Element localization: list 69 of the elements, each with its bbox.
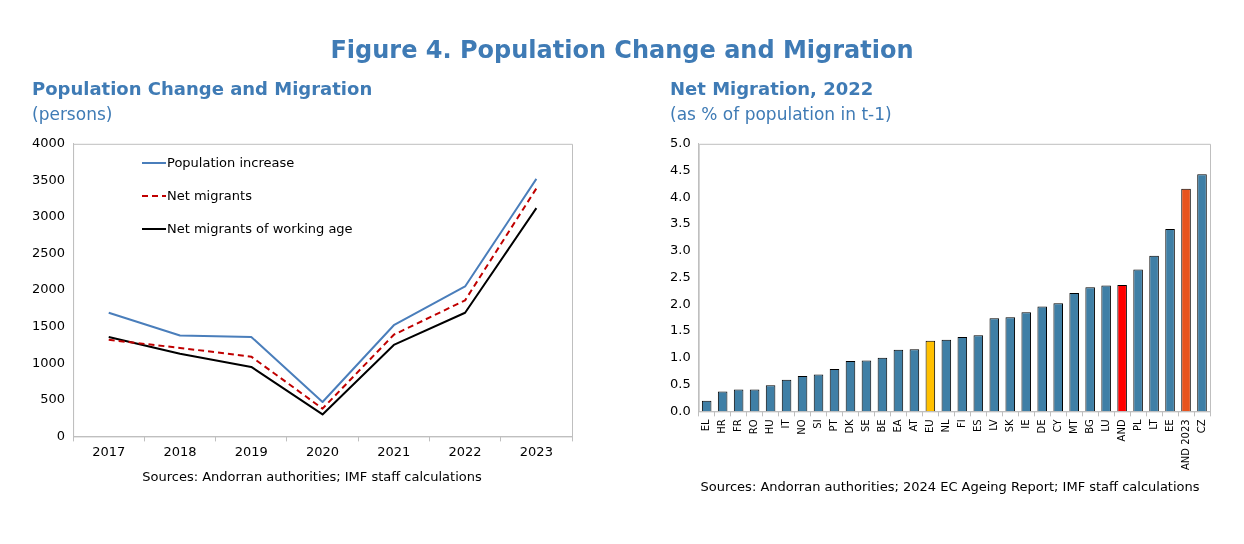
- x-tick-label: DK: [844, 418, 856, 434]
- y-tick-label: 1500: [31, 318, 66, 334]
- chart-subtitle: (as % of population in t-1): [670, 104, 893, 126]
- x-tick-label: 2020: [306, 443, 340, 459]
- x-tick-label: SE: [860, 419, 872, 433]
- y-tick-label: 2500: [31, 244, 66, 260]
- x-tick-label: EA: [892, 419, 903, 433]
- y-tick-label: 4.0: [669, 188, 691, 204]
- x-tick-label: 2017: [92, 443, 126, 459]
- x-tick-label: NL: [939, 418, 951, 433]
- x-tick-label: EE: [1163, 419, 1175, 432]
- x-tick-label: 2018: [163, 443, 197, 459]
- y-tick-label: 2.0: [669, 295, 691, 311]
- x-tick-label: AND: [1115, 419, 1127, 442]
- x-tick-label: SI: [812, 419, 824, 429]
- x-tick-label: IE: [1019, 419, 1031, 429]
- y-tick-label: 2000: [31, 281, 66, 297]
- x-tick-label: 2019: [234, 443, 268, 459]
- x-tick-label: IT: [780, 418, 792, 429]
- y-tick-label: 3.5: [669, 215, 691, 231]
- x-tick-label: BG: [1083, 419, 1095, 434]
- x-tick-label: EU: [923, 419, 935, 433]
- x-tick-label: CZ: [1195, 419, 1207, 434]
- y-tick-label: 0.5: [669, 375, 691, 391]
- x-tick-label: AT: [907, 418, 919, 432]
- legend-label: Population increase: [167, 155, 295, 170]
- x-tick-label: RO: [748, 419, 760, 435]
- x-tick-label: HU: [764, 419, 776, 435]
- y-tick-label: 3.0: [669, 242, 691, 258]
- y-tick-label: 1.5: [669, 322, 691, 338]
- x-tick-label: 2023: [519, 443, 553, 459]
- y-tick-label: 1.0: [669, 349, 691, 365]
- x-tick-label: DE: [1035, 419, 1047, 434]
- y-tick-label: 5.0: [669, 135, 691, 151]
- x-tick-label: ES: [971, 419, 983, 433]
- legend-label: Net migrants of working age: [167, 221, 353, 236]
- y-tick-label: 1000: [31, 354, 66, 370]
- x-tick-label: LV: [987, 419, 999, 431]
- x-tick-label: MT: [1067, 418, 1079, 435]
- y-tick-label: 500: [40, 391, 66, 407]
- x-tick-label: 2022: [448, 443, 482, 459]
- x-tick-label: CY: [1051, 418, 1063, 433]
- y-tick-label: 3500: [31, 171, 66, 187]
- text: Figure 4. Population Change and Migration: [329, 36, 915, 64]
- x-tick-label: LT: [1147, 418, 1159, 430]
- x-tick-label: LU: [1099, 419, 1111, 432]
- chart-subtitle: (persons): [32, 104, 114, 126]
- x-tick-label: PL: [1131, 418, 1143, 431]
- x-tick-label: FR: [732, 419, 744, 433]
- y-tick-label: 4000: [31, 135, 66, 151]
- y-tick-label: 0.0: [669, 402, 691, 418]
- x-tick-label: BE: [876, 419, 888, 433]
- x-tick-label: NO: [796, 419, 808, 435]
- y-tick-label: 2.5: [669, 268, 691, 284]
- source-note: Sources: Andorran authorities; IMF staff calculations: [141, 469, 483, 484]
- y-tick-label: 3000: [31, 208, 66, 224]
- x-tick-label: SK: [1003, 418, 1015, 433]
- legend-label: Net migrants: [167, 188, 252, 203]
- x-tick-label: PT: [828, 418, 840, 432]
- source-note: Sources: Andorran authorities; 2024 EC Ageing Report; IMF staff calculations: [699, 479, 1201, 494]
- y-tick-label: 4.5: [669, 161, 691, 177]
- x-tick-label: AND 2023: [1179, 419, 1191, 471]
- x-tick-label: HR: [716, 419, 728, 434]
- chart-title: Population Change and Migration: [32, 78, 374, 101]
- x-tick-label: EL: [700, 418, 712, 432]
- chart-title: Net Migration, 2022: [670, 78, 875, 101]
- x-tick-label: FI: [955, 419, 967, 429]
- x-tick-label: 2021: [377, 443, 411, 459]
- y-tick-label: 0: [56, 427, 66, 443]
